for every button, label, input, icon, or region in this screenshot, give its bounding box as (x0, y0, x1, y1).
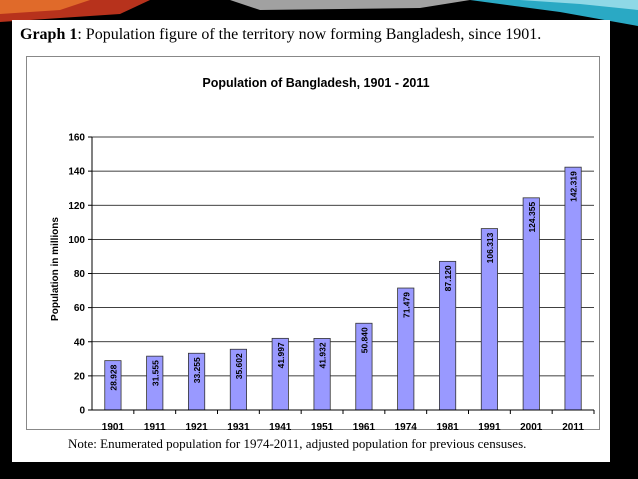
data-label: 106.313 (485, 232, 495, 263)
caption-label: Graph 1 (20, 26, 78, 43)
population-bar-chart: Population of Bangladesh, 1901 - 2011 Po… (26, 56, 600, 433)
chart-border (26, 56, 600, 430)
footnote: Note: Enumerated population for 1974-201… (68, 436, 527, 451)
axes: 0 20 40 60 80 100 120 140 160 1901 1911 1921 1931 194… (68, 133, 595, 433)
data-label: 142.319 (569, 171, 579, 202)
y-tick-label: 60 (74, 303, 86, 314)
chart-title: Population of Bangladesh, 1901 - 2011 (202, 76, 429, 90)
x-tick-label: 1951 (311, 422, 334, 433)
bars: 28.928 31.555 33.255 35.602 41.997 41.932 50.8… (104, 166, 582, 411)
caption-text: : Population figure of the territory now… (77, 26, 542, 43)
y-tick-label: 100 (68, 235, 85, 246)
data-label: 124.355 (527, 202, 537, 233)
data-label: 87.120 (443, 265, 453, 291)
y-tick-label: 140 (68, 167, 85, 178)
y-tick-label: 40 (74, 337, 86, 348)
chart-container: Population of Bangladesh, 1901 - 2011 Po… (26, 56, 600, 444)
slide-panel: Graph 1: Population figure of the territ… (12, 20, 610, 462)
graph-caption: Graph 1: Population figure of the territ… (20, 26, 541, 44)
data-label: 28.928 (108, 364, 118, 390)
y-tick-label: 80 (74, 269, 86, 280)
y-tick-label: 120 (68, 201, 85, 212)
data-label: 31.555 (150, 360, 160, 386)
data-label: 71.479 (401, 292, 411, 318)
y-tick-label: 20 (74, 371, 86, 382)
x-tick-label: 1981 (436, 422, 459, 433)
x-tick-label: 1974 (395, 422, 418, 433)
x-tick-label: 1921 (185, 422, 208, 433)
bar (564, 166, 582, 411)
x-tick-label: 1991 (478, 422, 501, 433)
x-tick-label: 2011 (562, 422, 584, 433)
data-label: 41.997 (276, 342, 286, 368)
y-axis-label: Population in millions (50, 217, 61, 321)
x-tick-label: 1931 (227, 422, 250, 433)
data-label: 50.840 (359, 327, 369, 353)
y-tick-label: 160 (68, 133, 85, 144)
data-label: 41.932 (318, 342, 328, 368)
x-tick-label: 2001 (520, 422, 543, 433)
x-tick-label: 1961 (353, 422, 376, 433)
data-label: 33.255 (192, 357, 202, 383)
gridlines (92, 136, 594, 377)
y-tick-label: 0 (79, 406, 85, 417)
x-tick-label: 1901 (102, 422, 125, 433)
x-tick-label: 1911 (144, 422, 166, 433)
x-tick-label: 1941 (269, 422, 292, 433)
data-label: 35.602 (234, 353, 244, 379)
